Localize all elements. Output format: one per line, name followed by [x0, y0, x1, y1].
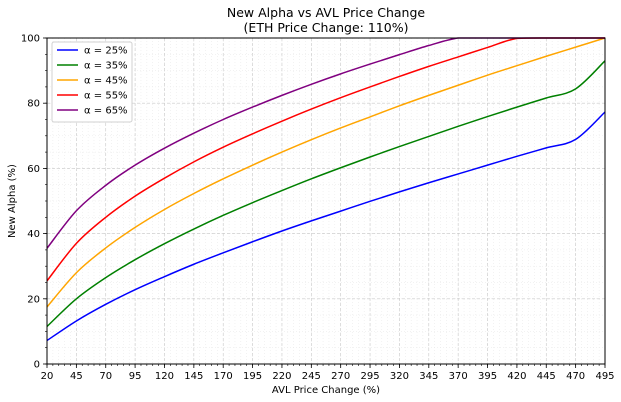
- x-tick-label: 220: [272, 371, 291, 382]
- y-axis-ticks: 0 20 40 60 80 100: [21, 34, 47, 371]
- legend-box: [51, 41, 133, 123]
- y-tick-label: 80: [27, 99, 40, 110]
- series-line: [46, 60, 606, 328]
- y-axis-label: New Alpha (%): [7, 164, 18, 238]
- y-tick-label: 0: [34, 360, 40, 371]
- x-tick-label: 145: [184, 371, 203, 382]
- legend-entry: α = 65%: [84, 106, 128, 117]
- x-tick-label: 295: [361, 371, 380, 382]
- legend-entry: α = 45%: [84, 76, 128, 87]
- legend-entry: α = 25%: [84, 46, 128, 57]
- x-tick-label: 45: [70, 371, 83, 382]
- x-tick-label: 245: [302, 371, 321, 382]
- y-tick-label: 60: [27, 164, 40, 175]
- x-axis-ticks: 20 45 70 95 120 145 170 195 220 245 270 295 320 345 37…: [41, 364, 615, 382]
- legend-entry: α = 35%: [84, 61, 128, 72]
- x-tick-label: 170: [214, 371, 233, 382]
- series-line: [46, 37, 606, 308]
- x-tick-label: 95: [129, 371, 142, 382]
- chart-title: New Alpha vs AVL Price Change: [227, 5, 426, 20]
- legend: α = 25% α = 35% α = 45% α = 55% α = 65%: [51, 41, 133, 123]
- series-lines: [46, 37, 606, 342]
- x-tick-label: 370: [449, 371, 468, 382]
- legend-entry: α = 55%: [84, 91, 128, 102]
- x-tick-label: 320: [390, 371, 409, 382]
- y-tick-label: 20: [27, 294, 40, 305]
- x-tick-label: 120: [155, 371, 174, 382]
- x-tick-label: 470: [566, 371, 585, 382]
- x-tick-label: 495: [595, 371, 614, 382]
- x-tick-label: 420: [507, 371, 526, 382]
- x-tick-label: 445: [537, 371, 556, 382]
- x-tick-label: 395: [478, 371, 497, 382]
- x-axis-label: AVL Price Change (%): [272, 385, 380, 396]
- y-tick-label: 40: [27, 229, 40, 240]
- x-tick-label: 20: [41, 371, 54, 382]
- grid: [46, 37, 606, 365]
- x-tick-label: 195: [243, 371, 262, 382]
- y-tick-label: 100: [21, 34, 40, 45]
- x-tick-label: 345: [419, 371, 438, 382]
- x-tick-label: 70: [99, 371, 112, 382]
- x-tick-label: 270: [331, 371, 350, 382]
- series-line: [46, 111, 606, 342]
- series-line: [46, 37, 605, 282]
- chart-subtitle: (ETH Price Change: 110%): [244, 20, 409, 35]
